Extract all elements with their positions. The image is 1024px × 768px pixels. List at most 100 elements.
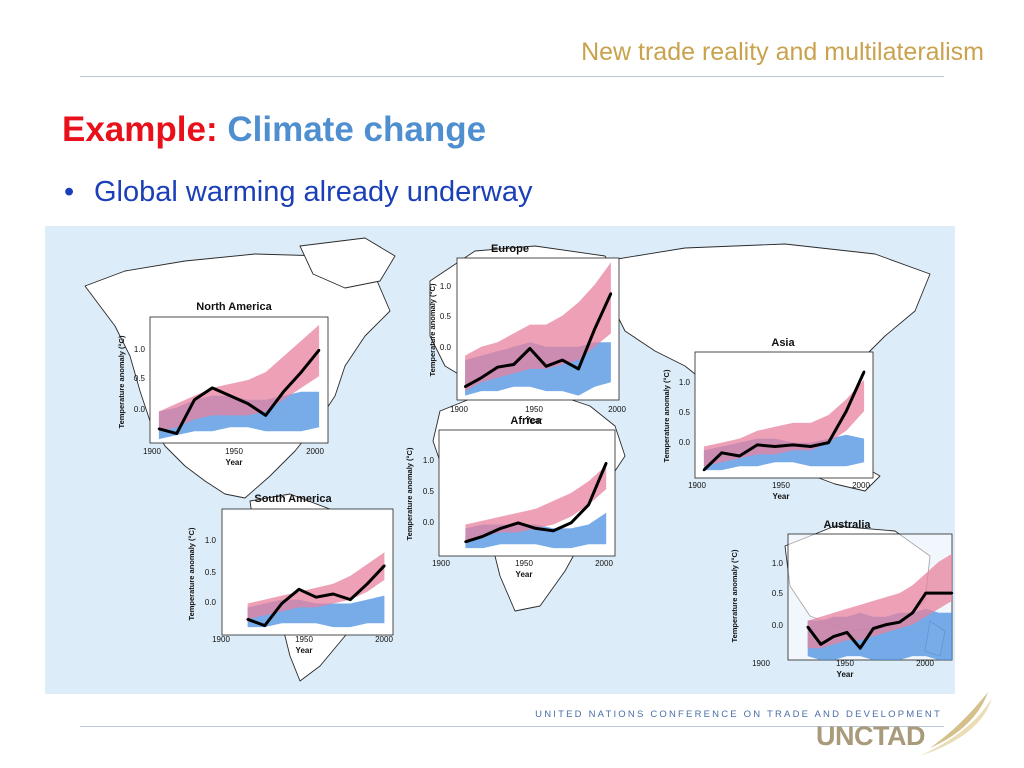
observed-data-point: [720, 451, 723, 454]
observed-data-point: [845, 631, 849, 634]
observed-data-point: [297, 588, 301, 591]
observed-data-point: [702, 468, 706, 472]
x-tick-label: 1900: [143, 447, 161, 456]
x-tick-label: 1950: [772, 481, 790, 490]
y-tick-label: 0.0: [440, 343, 452, 352]
observed-data-point: [924, 591, 927, 595]
observed-data-point: [317, 348, 321, 352]
observed-temperature-line: [158, 349, 321, 436]
observed-data-point: [480, 376, 483, 379]
y-tick-label: 0.5: [679, 408, 691, 417]
observed-data-point: [806, 625, 809, 629]
y-tick-label: 1.0: [772, 559, 784, 568]
observed-temperature-line: [806, 591, 952, 650]
observed-data-point: [593, 327, 596, 331]
y-tick-label: 0.0: [772, 621, 784, 630]
chart-north-america: North America 1900 1950 2000 Year 0.0 0.…: [117, 301, 329, 467]
x-tick-label: 1950: [836, 659, 854, 668]
chart-australia: Australia 1900 1950 2000 Year 0.0 0.5 1.…: [730, 519, 954, 679]
x-axis-label: Year: [516, 570, 533, 579]
chart-title: Asia: [771, 337, 795, 349]
observed-data-point: [263, 624, 266, 627]
y-tick-label: 1.0: [679, 378, 691, 387]
observed-data-point: [561, 358, 564, 362]
chart-title: Europe: [491, 243, 529, 255]
chart-europe: Europe 1900 1950 2000 Year 0.0 0.5 1.0 T…: [428, 243, 626, 425]
observed-data-point: [756, 443, 759, 447]
observed-data-point: [845, 409, 848, 413]
x-axis-label: Year: [773, 492, 790, 501]
bullet-text: Global warming already underway: [94, 176, 533, 208]
observed-data-point: [773, 445, 777, 448]
observed-data-point: [605, 461, 608, 465]
header-divider: [80, 76, 944, 77]
observed-data-point: [609, 292, 613, 295]
combined-forcing-band: [465, 465, 607, 541]
y-tick-label: 1.0: [134, 345, 146, 354]
slide-title: Example: Climate change: [62, 110, 486, 150]
x-tick-label: 1950: [295, 635, 313, 644]
x-tick-label: 2000: [306, 447, 324, 456]
footer-divider: [80, 726, 944, 727]
observed-data-point: [738, 454, 741, 458]
chart-plot-area: [702, 370, 866, 472]
y-axis-label: Temperature anomaly (°C): [428, 283, 437, 376]
x-tick-label: 2000: [375, 635, 393, 644]
observed-data-point: [157, 427, 161, 430]
y-tick-label: 0.5: [772, 589, 784, 598]
observed-data-point: [544, 365, 548, 368]
x-tick-label: 2000: [595, 559, 613, 568]
chart-title: Australia: [823, 519, 871, 531]
chart-africa: Africa 1900 1950 2000 Year 0.0 0.5 1.0 T…: [405, 415, 616, 579]
chart-title: North America: [196, 301, 272, 313]
observed-data-point: [464, 540, 467, 543]
y-tick-label: 0.0: [679, 438, 691, 447]
combined-forcing-band: [703, 379, 865, 467]
x-axis-label: Year: [226, 458, 243, 467]
observed-temperature-line: [464, 292, 613, 389]
chart-plot-area: [157, 324, 321, 440]
chart-plot-area: [464, 461, 608, 549]
x-tick-label: 1900: [450, 405, 468, 414]
x-tick-label: 1900: [432, 559, 450, 568]
y-tick-label: 0.5: [205, 568, 217, 577]
observed-data-point: [264, 414, 267, 417]
observed-data-point: [528, 347, 532, 350]
y-tick-label: 1.0: [440, 282, 452, 291]
y-tick-label: 0.0: [423, 518, 435, 527]
observed-data-point: [911, 611, 914, 614]
slide-title-prefix: Example:: [62, 110, 218, 149]
chart-south-america: South America 1900 1950 2000 Year 0.0 0.…: [187, 493, 393, 655]
observed-data-point: [898, 621, 901, 624]
observed-data-point: [827, 441, 830, 444]
y-axis-label: Temperature anomaly (°C): [662, 369, 671, 462]
y-tick-label: 0.0: [134, 405, 146, 414]
observed-data-point: [300, 370, 303, 374]
observed-data-point: [193, 398, 196, 401]
observed-data-point: [383, 564, 386, 567]
x-tick-label: 1950: [525, 405, 543, 414]
observed-data-point: [314, 596, 318, 599]
observed-data-point: [950, 591, 954, 595]
y-tick-label: 0.5: [423, 487, 435, 496]
bullet-dot-icon: •: [64, 176, 75, 208]
chart-asia: Asia 1900 1950 2000 Year 0.0 0.5 1.0 Tem…: [662, 337, 874, 501]
observed-data-point: [499, 527, 502, 530]
observed-data-point: [282, 390, 285, 393]
x-tick-label: 1950: [225, 447, 243, 456]
y-axis-label: Temperature anomaly (°C): [187, 527, 196, 620]
observed-data-point: [534, 527, 537, 530]
x-tick-label: 1900: [212, 635, 230, 644]
observed-data-point: [332, 592, 335, 596]
chart-plot-area: [806, 553, 954, 660]
combined-forcing-band: [807, 553, 952, 649]
x-tick-label: 2000: [916, 659, 934, 668]
observed-data-point: [809, 445, 812, 448]
observed-data-point: [481, 535, 485, 538]
observed-data-point: [577, 367, 580, 371]
chart-title: Africa: [510, 415, 542, 427]
natural-forcing-band: [465, 512, 607, 549]
x-tick-label: 2000: [608, 405, 626, 414]
observed-data-point: [512, 363, 515, 366]
y-axis-label: Temperature anomaly (°C): [730, 549, 739, 642]
